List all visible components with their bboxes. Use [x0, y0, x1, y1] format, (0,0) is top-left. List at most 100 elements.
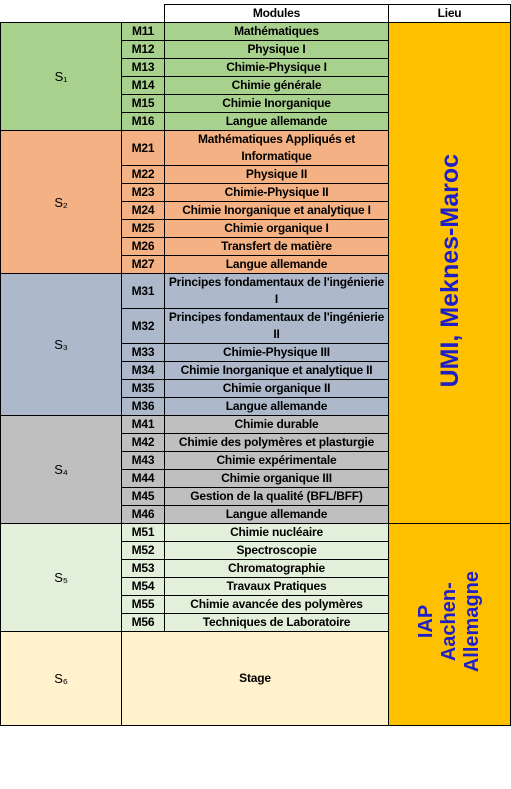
module-code: M34: [121, 361, 165, 380]
module-code: M13: [121, 58, 165, 77]
module-name: Principes fondamentaux de l'ingénierie I: [164, 273, 389, 309]
module-row: M24 Chimie Inorganique et analytique I: [1, 201, 511, 220]
module-code: M12: [121, 40, 165, 59]
module-code: M52: [121, 541, 165, 560]
module-name: Chimie durable: [164, 415, 389, 434]
lieu-line: Aachen-: [438, 582, 460, 662]
stage-cell: Stage: [121, 631, 389, 726]
module-row: M46 Langue allemande: [1, 505, 511, 524]
module-row: S₁ M11 Mathématiques UMI, Meknes-Maroc: [0, 22, 511, 524]
module-name: Principes fondamentaux de l'ingénierie I…: [164, 308, 389, 344]
semester-cell: S₅: [0, 523, 122, 632]
module-row: M45 Gestion de la qualité (BFL/BFF): [1, 487, 511, 506]
lieu-cell: IAP Aachen- Allemagne: [388, 523, 511, 726]
module-row: M22 Physique II: [1, 165, 511, 184]
module-code: M31: [121, 273, 165, 309]
module-code: M11: [121, 22, 165, 41]
module-name: Chimie Inorganique et analytique II: [164, 361, 389, 380]
module-row: M33 Chimie-Physique III: [1, 343, 511, 362]
module-name: Chimie nucléaire: [164, 523, 389, 542]
module-name: Gestion de la qualité (BFL/BFF): [164, 487, 389, 506]
module-row: S₂ M21 Mathématiques Appliqués et Informat…: [0, 130, 511, 274]
stage-row: S₆ Stage: [0, 631, 511, 726]
module-name: Chimie organique III: [164, 469, 389, 488]
module-row: S₃ M31 Principes fondamentaux de l'ingénie…: [0, 273, 511, 416]
blank-cell: [0, 4, 165, 23]
module-name: Langue allemande: [164, 505, 389, 524]
module-code: M44: [121, 469, 165, 488]
module-code: M41: [121, 415, 165, 434]
module-code: M25: [121, 219, 165, 238]
module-code: M42: [121, 433, 165, 452]
module-name: Spectroscopie: [164, 541, 389, 560]
lieu-line: IAP: [415, 605, 437, 639]
module-row: S₄ M41 Chimie durable: [0, 415, 511, 524]
semester-cell: S₂: [0, 130, 122, 274]
module-code: M26: [121, 237, 165, 256]
header-modules: Modules: [164, 4, 389, 23]
module-row: M44 Chimie organique III: [1, 469, 511, 488]
lieu-text: IAP Aachen- Allemagne: [415, 571, 484, 672]
module-code: M32: [121, 308, 165, 344]
module-name: Langue allemande: [164, 255, 389, 274]
module-name: Physique II: [164, 165, 389, 184]
module-name: Chimie des polymères et plasturgie: [164, 433, 389, 452]
module-row: M12 Physique I: [1, 40, 511, 59]
module-row: M25 Chimie organique I: [1, 219, 511, 238]
module-code: M35: [121, 379, 165, 398]
header-lieu: Lieu: [388, 4, 511, 23]
semester-cell: S₄: [0, 415, 122, 524]
module-name: Techniques de Laboratoire: [164, 613, 389, 632]
lieu-text: UMI, Meknes-Maroc: [435, 154, 465, 387]
module-row: M14 Chimie générale: [1, 76, 511, 95]
module-code: M24: [121, 201, 165, 220]
module-name: Chimie générale: [164, 76, 389, 95]
module-code: M23: [121, 183, 165, 202]
module-code: M27: [121, 255, 165, 274]
module-name: Langue allemande: [164, 112, 389, 131]
module-name: Mathématiques Appliqués et Informatique: [164, 130, 389, 166]
table-body: Modules Lieu S₁ M11 Mathématiques UMI, Mekn…: [0, 4, 511, 726]
module-code: M43: [121, 451, 165, 470]
module-row: M26 Transfert de matière: [1, 237, 511, 256]
module-row: M13 Chimie-Physique I: [1, 58, 511, 77]
module-name: Chromatographie: [164, 559, 389, 578]
semester-cell: S₆: [0, 631, 122, 726]
header-row: Modules Lieu: [0, 4, 511, 23]
module-name: Chimie organique II: [164, 379, 389, 398]
module-code: M45: [121, 487, 165, 506]
module-code: M33: [121, 343, 165, 362]
module-code: M51: [121, 523, 165, 542]
module-row: M32 Principes fondamentaux de l'ingénieri…: [1, 308, 511, 344]
module-name: Mathématiques: [164, 22, 389, 41]
module-name: Transfert de matière: [164, 237, 389, 256]
module-name: Langue allemande: [164, 397, 389, 416]
module-code: M56: [121, 613, 165, 632]
module-name: Chimie avancée des polymères: [164, 595, 389, 614]
module-code: M46: [121, 505, 165, 524]
module-row: M42 Chimie des polymères et plasturgie: [1, 433, 511, 452]
module-row: M23 Chimie-Physique II: [1, 183, 511, 202]
module-name: Chimie Inorganique: [164, 94, 389, 113]
module-row: M34 Chimie Inorganique et analytique II: [1, 361, 511, 380]
module-name: Chimie-Physique III: [164, 343, 389, 362]
module-row: S₅ M51 Chimie nucléaire IAP Aachen- Allemagne: [0, 523, 511, 726]
module-code: M21: [121, 130, 165, 166]
module-code: M53: [121, 559, 165, 578]
semester-cell: S₁: [0, 22, 122, 131]
module-code: M36: [121, 397, 165, 416]
module-name: Chimie-Physique I: [164, 58, 389, 77]
module-name: Chimie expérimentale: [164, 451, 389, 470]
module-name: Chimie Inorganique et analytique I: [164, 201, 389, 220]
lieu-line: UMI, Meknes-Maroc: [435, 153, 464, 388]
module-code: M15: [121, 94, 165, 113]
module-row: M56 Techniques de Laboratoire: [1, 613, 511, 632]
module-name: Physique I: [164, 40, 389, 59]
module-code: M22: [121, 165, 165, 184]
module-row: M52 Spectroscopie: [1, 541, 511, 560]
lieu-line: Allemagne: [461, 571, 483, 673]
module-code: M16: [121, 112, 165, 131]
module-row: M53 Chromatographie: [1, 559, 511, 578]
modules-table: Modules Lieu S₁ M11 Mathématiques UMI, Mekn…: [0, 4, 511, 726]
